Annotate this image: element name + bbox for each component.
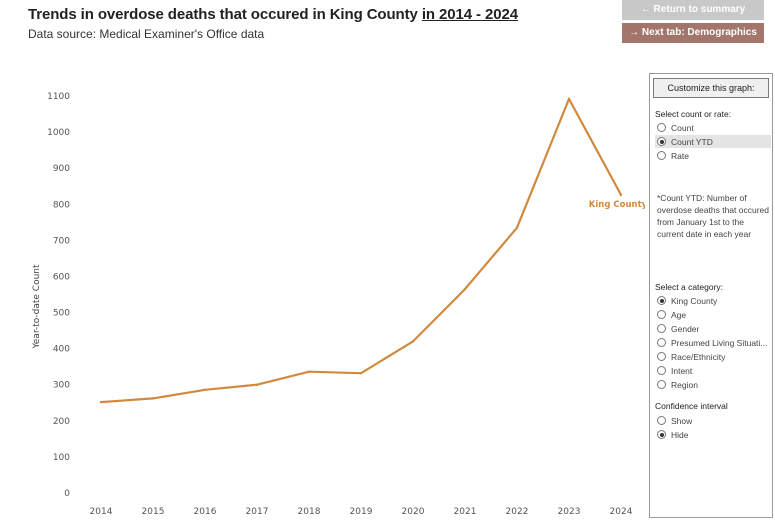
x-tick-label: 2015: [142, 507, 165, 517]
option-label: King County: [671, 295, 718, 306]
radio-icon: [657, 324, 666, 333]
radio-living-situation[interactable]: Presumed Living Situati...: [655, 336, 771, 349]
title-main: Trends in overdose deaths that occured i…: [28, 6, 422, 23]
x-tick-label: 2020: [402, 507, 425, 517]
radio-intent[interactable]: Intent: [655, 364, 771, 377]
radio-region[interactable]: Region: [655, 378, 771, 391]
page-subtitle: Data source: Medical Examiner's Office d…: [28, 27, 265, 41]
radio-icon: [657, 151, 666, 160]
option-label: Intent: [671, 365, 693, 376]
option-label: Rate: [671, 150, 689, 161]
y-tick-label: 1000: [47, 128, 70, 138]
x-tick-label: 2017: [246, 507, 269, 517]
x-tick-label: 2014: [90, 507, 113, 517]
x-tick-label: 2024: [610, 507, 633, 517]
x-tick-label: 2018: [298, 507, 321, 517]
y-tick-label: 400: [53, 345, 70, 355]
option-label: Gender: [671, 323, 700, 334]
y-tick-label: 800: [53, 200, 70, 210]
data-point: [307, 370, 311, 373]
page-title: Trends in overdose deaths that occured i…: [28, 6, 518, 23]
radio-icon: [657, 123, 666, 132]
panel-title: Customize this graph:: [653, 78, 769, 98]
data-point: [99, 400, 103, 404]
x-tick-label: 2023: [558, 507, 581, 517]
radio-icon: [657, 416, 666, 425]
y-tick-label: 300: [53, 381, 70, 391]
y-tick-label: 0: [64, 489, 70, 499]
radio-icon: [657, 338, 666, 347]
series-line: [99, 97, 623, 404]
radio-selected-icon: [657, 137, 666, 146]
data-point: [411, 340, 415, 343]
data-point: [151, 397, 155, 400]
y-tick-label: 500: [53, 309, 70, 319]
radio-king-county[interactable]: King County: [655, 294, 771, 307]
data-point: [619, 193, 623, 197]
radio-race-ethnicity[interactable]: Race/Ethnicity: [655, 350, 771, 363]
radio-icon: [657, 310, 666, 319]
option-label: Region: [671, 379, 698, 390]
option-label: Presumed Living Situati...: [671, 337, 768, 348]
radio-age[interactable]: Age: [655, 308, 771, 321]
y-tick-label: 100: [53, 453, 70, 463]
radio-ci-show[interactable]: Show: [655, 414, 771, 427]
x-tick-label: 2016: [194, 507, 217, 517]
radio-icon: [657, 352, 666, 361]
option-label: Count YTD: [671, 136, 713, 147]
option-label: Count: [671, 122, 694, 133]
y-tick-label: 600: [53, 272, 70, 282]
category-label: Select a category:: [655, 282, 724, 292]
y-tick-label: 700: [53, 236, 70, 246]
radio-rate[interactable]: Rate: [655, 149, 771, 162]
title-date-range: in 2014 - 2024: [421, 6, 518, 23]
y-axis-label: Year-to-date Count: [32, 264, 42, 350]
data-point: [203, 388, 207, 391]
y-tick-label: 900: [53, 164, 70, 174]
chart-svg: 0 100 200 300 400 500 600 700 800 900 1000 1100 2014…: [32, 92, 645, 517]
line-chart: 0 100 200 300 400 500 600 700 800 900 1000 1100 2014…: [0, 70, 645, 520]
x-tick-label: 2022: [506, 507, 529, 517]
radio-selected-icon: [657, 296, 666, 305]
customize-panel: Customize this graph: Select count or ra…: [649, 73, 773, 518]
confidence-interval-label: Confidence interval: [655, 401, 728, 411]
data-point: [463, 287, 467, 291]
series-label: King County: [589, 200, 645, 210]
data-point: [515, 226, 519, 229]
count-ytd-note: *Count YTD: Number of overdose deaths th…: [657, 193, 769, 239]
y-tick-label: 200: [53, 417, 70, 427]
radio-count[interactable]: Count: [655, 121, 771, 134]
option-label: Race/Ethnicity: [671, 351, 726, 362]
radio-ci-hide[interactable]: Hide: [655, 428, 771, 441]
y-tick-label: 1100: [47, 92, 70, 102]
return-to-summary-button[interactable]: ← Return to summary: [622, 0, 764, 20]
radio-selected-icon: [657, 430, 666, 439]
radio-count-ytd[interactable]: Count YTD: [655, 135, 771, 148]
data-point: [255, 383, 259, 386]
option-label: Age: [671, 309, 687, 320]
x-tick-label: 2021: [454, 507, 477, 517]
count-rate-label: Select count or rate:: [655, 109, 732, 119]
data-point: [359, 371, 363, 375]
radio-icon: [657, 366, 666, 375]
radio-gender[interactable]: Gender: [655, 322, 771, 335]
radio-icon: [657, 380, 666, 389]
next-tab-demographics-button[interactable]: → Next tab: Demographics: [622, 23, 764, 43]
option-label: Hide: [671, 429, 689, 440]
x-tick-label: 2019: [350, 507, 373, 517]
data-point: [567, 97, 571, 101]
option-label: Show: [671, 415, 693, 426]
